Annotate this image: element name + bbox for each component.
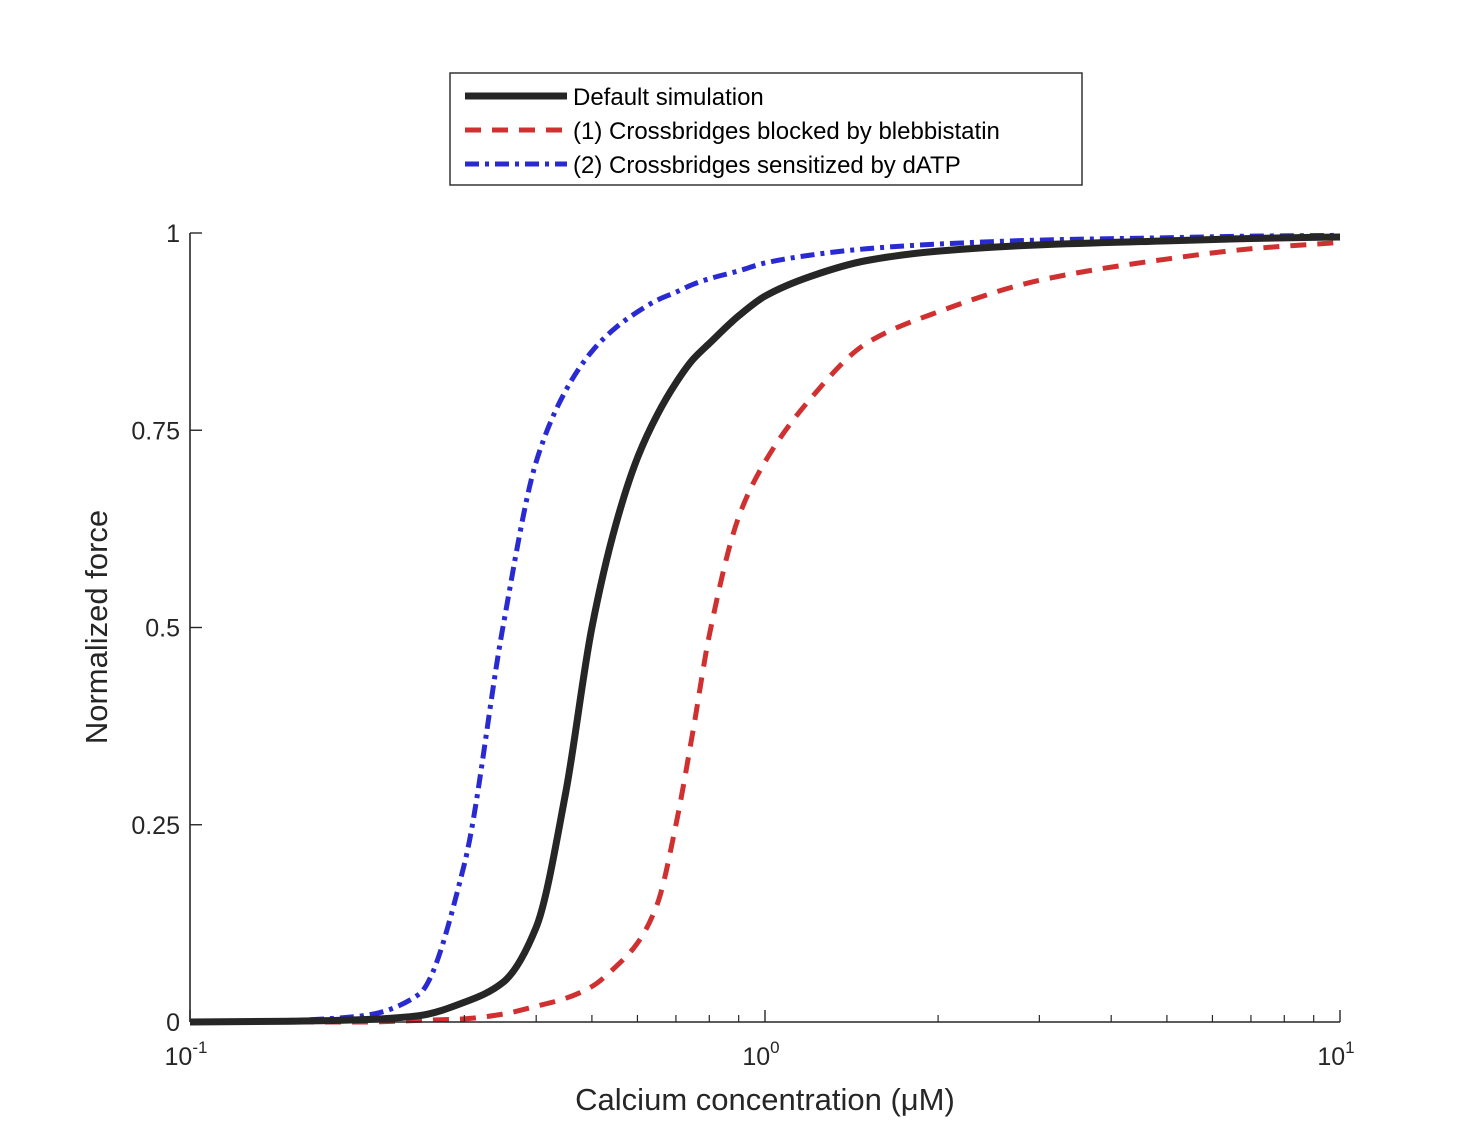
x-tick-label: 101 <box>1317 1038 1354 1071</box>
y-tick-label: 0 <box>166 1009 180 1037</box>
plot-area: 10-1 100 101 00.250.50.751 <box>131 220 1354 1071</box>
x-tick-label: 100 <box>742 1038 779 1071</box>
x-tick-base: 10 <box>742 1043 770 1071</box>
y-tick-label: 0.75 <box>131 417 180 445</box>
legend-label-1: Default simulation <box>573 84 764 111</box>
legend-label-3: (2) Crossbridges sensitized by dATP <box>573 152 961 179</box>
y-tick-label: 1 <box>166 220 180 248</box>
x-tick-exponent: -1 <box>192 1038 207 1057</box>
y-axis-label: Normalized force <box>79 510 114 744</box>
y-tick-label: 0.25 <box>131 812 180 840</box>
series-line-1 <box>189 233 1341 1026</box>
x-axis-label: Calcium concentration (μM) <box>575 1082 955 1117</box>
y-tick-label: 0.5 <box>145 615 180 643</box>
legend-label-2: (1) Crossbridges blocked by blebbistatin <box>573 118 1000 145</box>
x-tick-exponent: 0 <box>770 1038 779 1057</box>
axes-background <box>190 233 1340 1022</box>
x-ticks: 10-1 100 101 <box>165 1010 1355 1071</box>
series-line-3 <box>189 232 1341 1025</box>
legend: Default simulation (1) Crossbridges block… <box>449 72 1083 186</box>
x-tick-base: 10 <box>1317 1043 1345 1071</box>
x-tick-base: 10 <box>165 1043 193 1071</box>
legend-entries: Default simulation (1) Crossbridges block… <box>465 84 1000 179</box>
y-ticks: 0 0.25 0.5 0.75 1 <box>131 220 202 1037</box>
x-tick-exponent: 1 <box>1345 1038 1354 1057</box>
x-tick-label: 10-1 <box>165 1038 208 1071</box>
